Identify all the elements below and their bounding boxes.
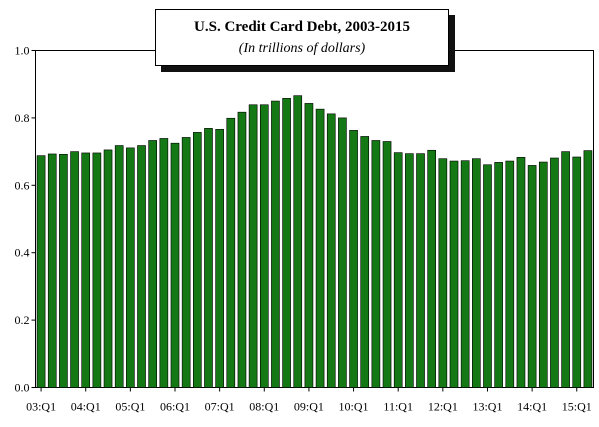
bars <box>36 95 593 388</box>
bar <box>226 117 236 388</box>
chart-subtitle: (In trillions of dollars) <box>239 41 366 56</box>
x-tick-label: 07:Q1 <box>205 400 235 414</box>
bar <box>70 151 79 388</box>
bar <box>393 152 403 388</box>
bar <box>293 95 303 388</box>
chart-title: U.S. Credit Card Debt, 2003-2015 <box>194 19 410 35</box>
bar <box>472 158 481 388</box>
y-tick-label: 0.0 <box>15 381 30 395</box>
bar <box>248 104 258 388</box>
y-tick-label: 0.2 <box>15 313 30 327</box>
bar <box>304 103 314 388</box>
bar <box>114 145 124 388</box>
bar <box>550 157 559 388</box>
bar <box>193 132 202 388</box>
bar <box>59 153 68 388</box>
bar <box>326 113 336 388</box>
y-tick-label: 0.4 <box>15 246 30 260</box>
bar <box>159 138 169 388</box>
x-axis: 03:Q1 04:Q1 05:Q1 06:Q1 07:Q1 08:Q1 09:Q1 10:Q1… <box>26 387 592 414</box>
bar <box>315 108 325 388</box>
bar <box>382 141 392 388</box>
bar <box>259 104 269 388</box>
title-box: U.S. Credit Card Debt, 2003-2015 (In tri… <box>155 9 455 72</box>
bar <box>583 150 593 388</box>
bar <box>561 151 570 388</box>
bar <box>405 153 414 388</box>
bar <box>170 142 180 388</box>
bar <box>103 149 113 388</box>
bar <box>181 137 191 388</box>
y-tick-label: 0.8 <box>15 111 30 125</box>
title-box-frame <box>155 9 449 66</box>
y-tick-label: 0.6 <box>15 178 30 192</box>
x-tick-label: 08:Q1 <box>249 400 279 414</box>
bar <box>47 153 57 388</box>
bar <box>204 128 213 388</box>
bar <box>427 149 436 388</box>
bar <box>483 164 492 388</box>
x-tick-label: 03:Q1 <box>26 400 56 414</box>
x-tick-label: 12:Q1 <box>428 400 458 414</box>
bar <box>338 117 347 388</box>
bar <box>349 130 358 388</box>
bar <box>494 162 503 388</box>
bar <box>572 156 582 388</box>
bar <box>148 140 157 388</box>
bar <box>92 152 102 388</box>
x-tick-label: 11:Q1 <box>383 400 413 414</box>
bar <box>371 140 381 388</box>
x-tick-label: 06:Q1 <box>160 400 190 414</box>
y-axis: 0.0 0.2 0.4 0.6 0.8 1.0 <box>15 44 36 395</box>
bar <box>237 111 247 388</box>
bar <box>527 165 537 388</box>
bar <box>416 153 425 388</box>
x-tick-label: 15:Q1 <box>562 400 592 414</box>
bar <box>505 160 515 388</box>
bar <box>215 129 224 388</box>
bar <box>438 158 448 388</box>
bar <box>449 160 459 388</box>
bar <box>36 155 46 388</box>
bar <box>137 145 146 388</box>
bar <box>516 157 526 388</box>
bar <box>538 161 548 388</box>
bar <box>126 147 135 388</box>
x-tick-label: 14:Q1 <box>517 400 547 414</box>
bar <box>81 152 91 388</box>
y-tick-label: 1.0 <box>15 44 30 58</box>
x-tick-label: 05:Q1 <box>115 400 145 414</box>
x-tick-label: 09:Q1 <box>294 400 324 414</box>
bar <box>360 136 370 388</box>
x-tick-label: 13:Q1 <box>472 400 502 414</box>
bar <box>460 160 470 388</box>
bar <box>282 98 291 388</box>
x-tick-label: 10:Q1 <box>339 400 369 414</box>
x-tick-label: 04:Q1 <box>71 400 101 414</box>
bar <box>271 100 280 388</box>
